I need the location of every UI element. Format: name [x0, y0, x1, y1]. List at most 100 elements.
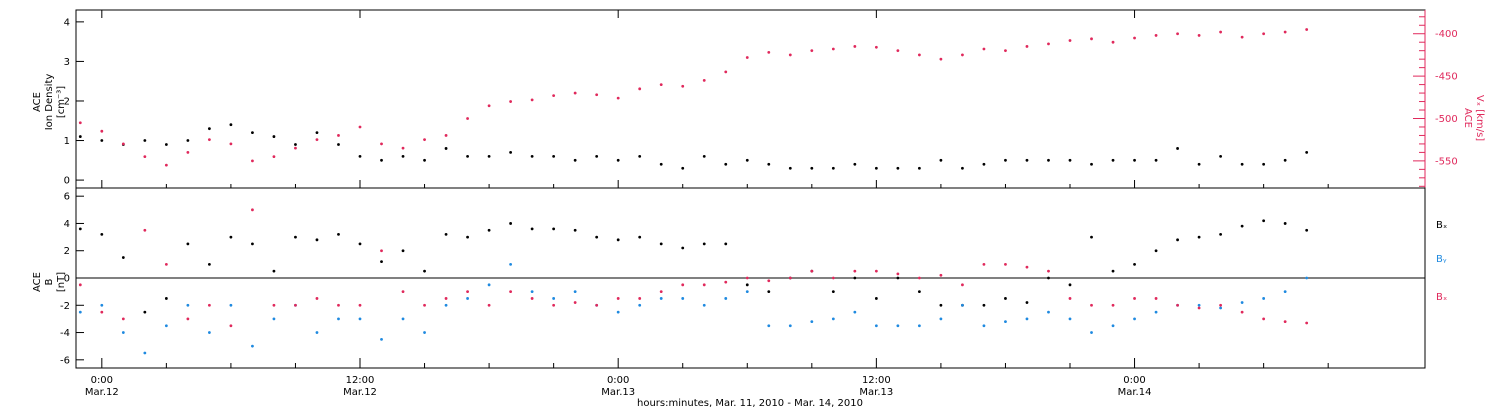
bx-point [874, 297, 878, 300]
bx-point [982, 303, 986, 307]
ion-density-point [1240, 162, 1244, 166]
by-point [939, 317, 943, 321]
bx-point [530, 227, 534, 231]
bx-point [444, 232, 448, 236]
vx-point [337, 134, 340, 137]
bz-point [121, 317, 125, 321]
ion-density-point [358, 154, 362, 158]
bz-point [1305, 321, 1309, 325]
ion-density-point [616, 158, 620, 162]
ytick-right-label: -550 [1435, 156, 1458, 167]
vx-point [1154, 34, 1158, 37]
vx-point [745, 56, 749, 59]
xtick-time-label: 0:00 [1123, 375, 1145, 386]
bx-point [724, 242, 728, 246]
bx-point [337, 232, 340, 236]
ion-density-point [401, 154, 405, 158]
x-axis: 0:00Mar.1212:00Mar.120:00Mar.1312:00Mar.… [85, 10, 1329, 398]
bx-point [143, 310, 147, 314]
bz-point [186, 317, 190, 321]
ion-density-point [444, 147, 448, 150]
ion-density-point [939, 158, 943, 162]
bz-point [831, 276, 835, 280]
bz-point [164, 262, 168, 266]
bx-point [487, 228, 491, 232]
by-point [1090, 331, 1093, 334]
ion-density-point [251, 131, 254, 135]
ytick-label: 0 [64, 176, 70, 187]
ion-density-point [1133, 158, 1136, 162]
bx-point [401, 249, 405, 253]
bz-point [896, 272, 900, 276]
bx-point [100, 232, 104, 236]
top-left-ylabel-line3: [cm⁻³] [56, 86, 67, 118]
ion-density-point [186, 139, 190, 142]
by-point [638, 303, 642, 307]
top-left-y-axis: 0 1 2 3 4 [64, 17, 84, 187]
by-point [702, 303, 706, 307]
ion-density-point [659, 162, 663, 166]
vx-point [573, 91, 577, 95]
bz-point [100, 310, 104, 314]
bz-point [939, 273, 943, 277]
bz-point [444, 297, 448, 300]
bx-point [207, 262, 211, 266]
bz-point [509, 290, 513, 294]
bx-point [939, 303, 943, 307]
ion-density-point [207, 127, 211, 131]
ion-density-point [78, 135, 82, 138]
bz-point [638, 297, 642, 300]
vx-point [1176, 32, 1179, 36]
x-axis-label: hours:minutes, Mar. 11, 2010 - Mar. 14, … [637, 398, 863, 409]
by-point [1305, 276, 1309, 280]
top-panel-points [78, 28, 1309, 170]
by-point [358, 317, 362, 321]
by-point [100, 303, 104, 307]
bx-point [251, 242, 254, 246]
bx-point [509, 222, 513, 225]
ion-density-point [767, 162, 771, 166]
ion-density-point [1197, 162, 1201, 166]
ion-density-point [1154, 158, 1158, 162]
vx-point [358, 125, 362, 129]
ion-density-point [917, 166, 921, 170]
xtick-time-label: 0:00 [91, 375, 113, 386]
by-point [1262, 297, 1266, 300]
bx-point [853, 276, 857, 280]
bx-point [164, 297, 168, 300]
by-point [982, 324, 986, 328]
ytick-right-label: -500 [1435, 114, 1458, 125]
ytick-label: 0 [64, 274, 70, 285]
bx-point [1305, 228, 1309, 232]
bz-point [1068, 297, 1072, 300]
by-point [530, 290, 534, 294]
ion-density-point [509, 151, 513, 154]
bz-point [1176, 303, 1179, 307]
bz-point [487, 303, 491, 307]
bz-point [1111, 303, 1115, 307]
vx-point [767, 50, 771, 54]
by-point [251, 344, 254, 348]
by-point [896, 324, 900, 328]
bx-point [552, 227, 556, 231]
legend-bz: Bₓ [1436, 292, 1447, 303]
ion-density-point [745, 158, 749, 162]
by-point [853, 310, 857, 314]
by-point [186, 303, 190, 307]
bz-point [423, 303, 426, 307]
by-point [466, 297, 469, 300]
vx-point [509, 100, 513, 103]
vx-point [272, 155, 276, 159]
vx-point [186, 151, 190, 154]
bz-point [874, 269, 878, 273]
by-point [315, 331, 319, 334]
vx-point [100, 129, 104, 133]
ion-density-point [1025, 158, 1029, 162]
legend-bx: Bₓ [1436, 220, 1447, 231]
bz-point [702, 283, 706, 287]
ion-density-point [831, 166, 835, 170]
by-point [337, 317, 340, 321]
bx-point [573, 228, 577, 232]
xtick-date-label: Mar.12 [343, 387, 377, 398]
bz-point [229, 324, 233, 328]
